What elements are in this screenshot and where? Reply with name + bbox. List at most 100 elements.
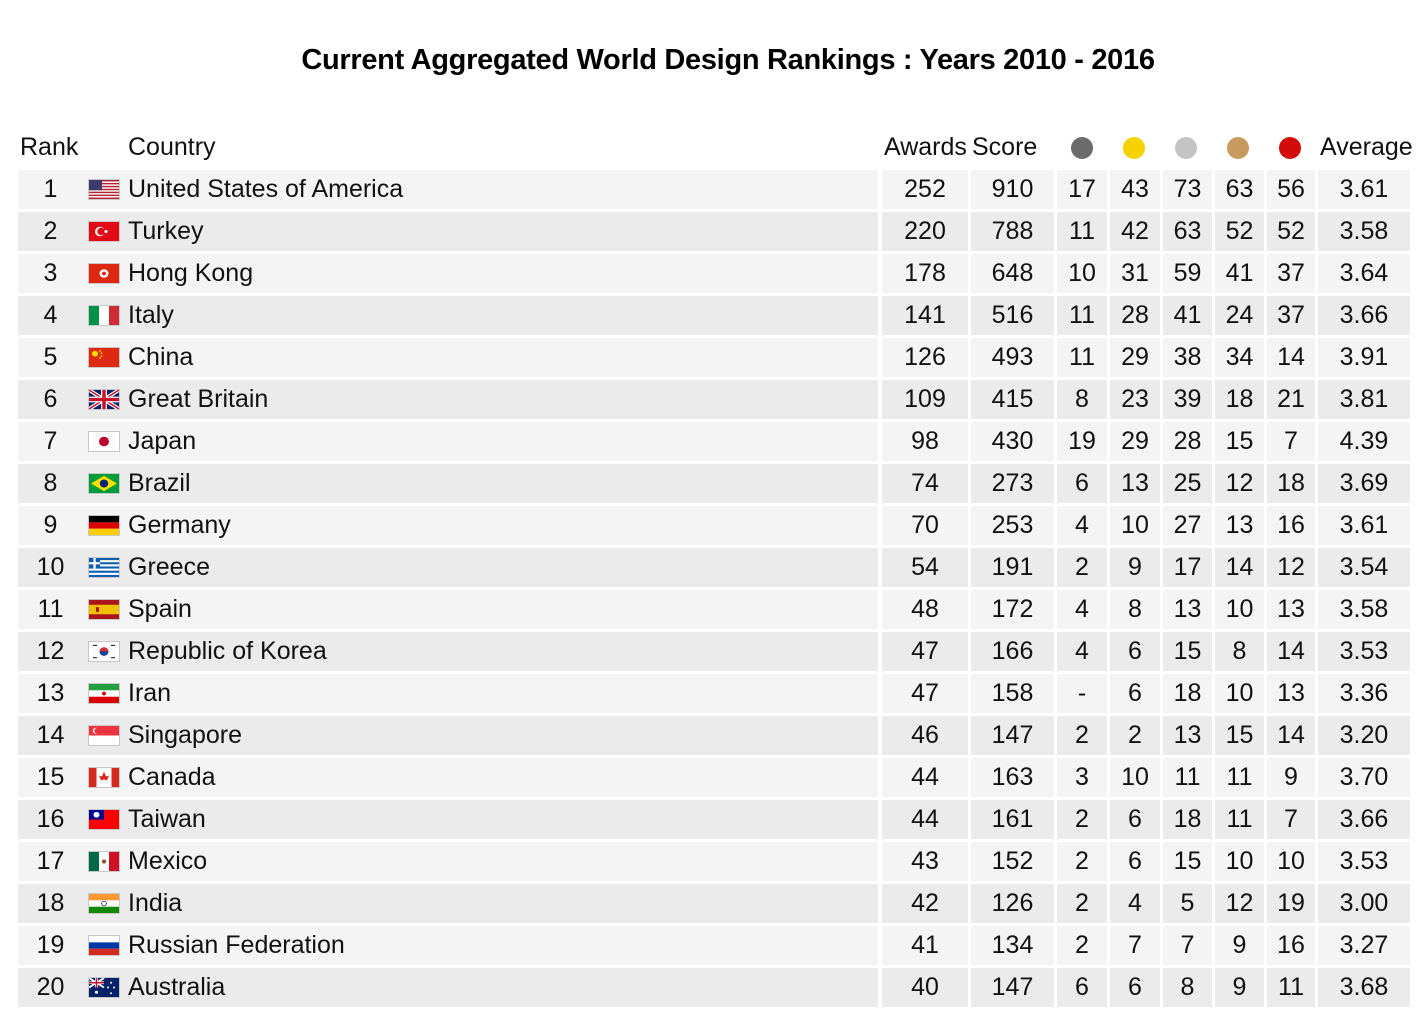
awards-cell: 46 [882,716,968,755]
country-cell[interactable]: Australia [18,968,878,1007]
country-header[interactable]: Country [128,133,216,161]
red-count-cell: 13 [1267,590,1315,629]
awards-cell: 42 [882,884,968,923]
red-medal-icon[interactable] [1279,137,1301,159]
table-row[interactable]: Taiwan 44 161 2 6 18 11 7 3.66 16 [0,800,1428,839]
country-cell[interactable]: Mexico [18,842,878,881]
country-cell[interactable]: Russian Federation [18,926,878,965]
table-row[interactable]: Russian Federation 41 134 2 7 7 9 16 3.27 19 [0,926,1428,965]
bronze-medal-icon[interactable] [1227,137,1249,159]
silver-count-cell: 11 [1163,758,1212,797]
table-row[interactable]: Turkey 220 788 11 42 63 52 52 3.58 2 [0,212,1428,251]
table-row[interactable]: United States of America 252 910 17 43 73 63 56… [0,170,1428,209]
average-cell: 3.27 [1318,926,1410,965]
red-count-cell: 18 [1267,464,1315,503]
gold-count-cell: 13 [1110,464,1160,503]
country-cell[interactable]: Japan [18,422,878,461]
table-row[interactable]: Australia 40 147 6 6 8 9 11 3.68 20 [0,968,1428,1007]
red-count-cell: 9 [1267,758,1315,797]
country-cell[interactable]: Italy [18,296,878,335]
country-cell[interactable]: Germany [18,506,878,545]
awards-header[interactable]: Awards [884,133,967,161]
ir-flag-icon [88,683,120,704]
gold-count-cell: 7 [1110,926,1160,965]
platinum-medal-icon[interactable] [1071,137,1093,159]
table-row[interactable]: Singapore 46 147 2 2 13 15 14 3.20 14 [0,716,1428,755]
rank-cell: 2 [43,217,58,245]
score-cell: 163 [971,758,1054,797]
gold-count-cell: 23 [1110,380,1160,419]
country-cell[interactable]: Greece [18,548,878,587]
score-header[interactable]: Score [972,133,1038,161]
bronze-count-cell: 52 [1215,212,1264,251]
awards-cell: 44 [882,758,968,797]
gold-count-cell: 10 [1110,758,1160,797]
table-row[interactable]: Spain 48 172 4 8 13 10 13 3.58 11 [0,590,1428,629]
rank-cell: 9 [43,511,58,539]
gold-medal-icon[interactable] [1123,137,1145,159]
bronze-count-cell: 15 [1215,716,1264,755]
average-cell: 3.58 [1318,590,1410,629]
silver-medal-icon[interactable] [1175,137,1197,159]
awards-cell: 70 [882,506,968,545]
country-cell[interactable]: Brazil [18,464,878,503]
gold-count-cell: 2 [1110,716,1160,755]
rank-cell: 15 [36,763,65,791]
table-row[interactable]: Japan 98 430 19 29 28 15 7 4.39 7 [0,422,1428,461]
bronze-count-cell: 24 [1215,296,1264,335]
table-row[interactable]: Canada 44 163 3 10 11 11 9 3.70 15 [0,758,1428,797]
silver-count-cell: 41 [1163,296,1212,335]
country-cell[interactable]: Spain [18,590,878,629]
gold-count-cell: 6 [1110,674,1160,713]
country-cell[interactable]: Hong Kong [18,254,878,293]
bronze-count-cell: 10 [1215,674,1264,713]
average-cell: 3.61 [1318,170,1410,209]
table-row[interactable]: Republic of Korea 47 166 4 6 15 8 14 3.53 12 [0,632,1428,671]
table-row[interactable]: Greece 54 191 2 9 17 14 12 3.54 10 [0,548,1428,587]
score-cell: 147 [971,968,1054,1007]
de-flag-icon [88,515,120,536]
platinum-count-cell: 2 [1057,842,1107,881]
table-row[interactable]: Iran 47 158-6 18 10 13 3.36 13 [0,674,1428,713]
table-row[interactable]: Brazil 74 273 6 13 25 12 18 3.69 8 [0,464,1428,503]
country-cell[interactable]: Taiwan [18,800,878,839]
platinum-count-cell: 10 [1057,254,1107,293]
score-cell: 166 [971,632,1054,671]
country-cell[interactable]: United States of America [18,170,878,209]
table-row[interactable]: Great Britain 109 415 8 23 39 18 21 3.81 6 [0,380,1428,419]
score-cell: 134 [971,926,1054,965]
table-row[interactable]: China 126 493 11 29 38 34 14 3.91 5 [0,338,1428,377]
score-cell: 273 [971,464,1054,503]
country-cell[interactable]: Republic of Korea [18,632,878,671]
awards-cell: 43 [882,842,968,881]
platinum-count-cell: 17 [1057,170,1107,209]
table-row[interactable]: India 42 126 2 4 5 12 19 3.00 18 [0,884,1428,923]
country-cell[interactable]: Canada [18,758,878,797]
average-cell: 3.70 [1318,758,1410,797]
red-count-cell: 16 [1267,926,1315,965]
country-cell[interactable]: Singapore [18,716,878,755]
platinum-count-cell: - [1057,674,1107,713]
country-cell[interactable]: Turkey [18,212,878,251]
silver-count-cell: 13 [1163,716,1212,755]
country-cell[interactable]: Great Britain [18,380,878,419]
score-cell: 788 [971,212,1054,251]
score-cell: 415 [971,380,1054,419]
awards-cell: 47 [882,632,968,671]
bronze-count-cell: 10 [1215,842,1264,881]
table-row[interactable]: Hong Kong 178 648 10 31 59 41 37 3.64 3 [0,254,1428,293]
country-cell[interactable]: Iran [18,674,878,713]
silver-count-cell: 39 [1163,380,1212,419]
awards-cell: 54 [882,548,968,587]
table-row[interactable]: Italy 141 516 11 28 41 24 37 3.66 4 [0,296,1428,335]
rank-header[interactable]: Rank [20,133,79,161]
table-row[interactable]: Mexico 43 152 2 6 15 10 10 3.53 17 [0,842,1428,881]
country-cell[interactable]: India [18,884,878,923]
table-row[interactable]: Germany 70 253 4 10 27 13 16 3.61 9 [0,506,1428,545]
rank-cell: 12 [36,637,65,665]
country-cell[interactable]: China [18,338,878,377]
average-cell: 3.68 [1318,968,1410,1007]
score-cell: 430 [971,422,1054,461]
gold-count-cell: 43 [1110,170,1160,209]
average-header[interactable]: Average [1320,133,1413,161]
